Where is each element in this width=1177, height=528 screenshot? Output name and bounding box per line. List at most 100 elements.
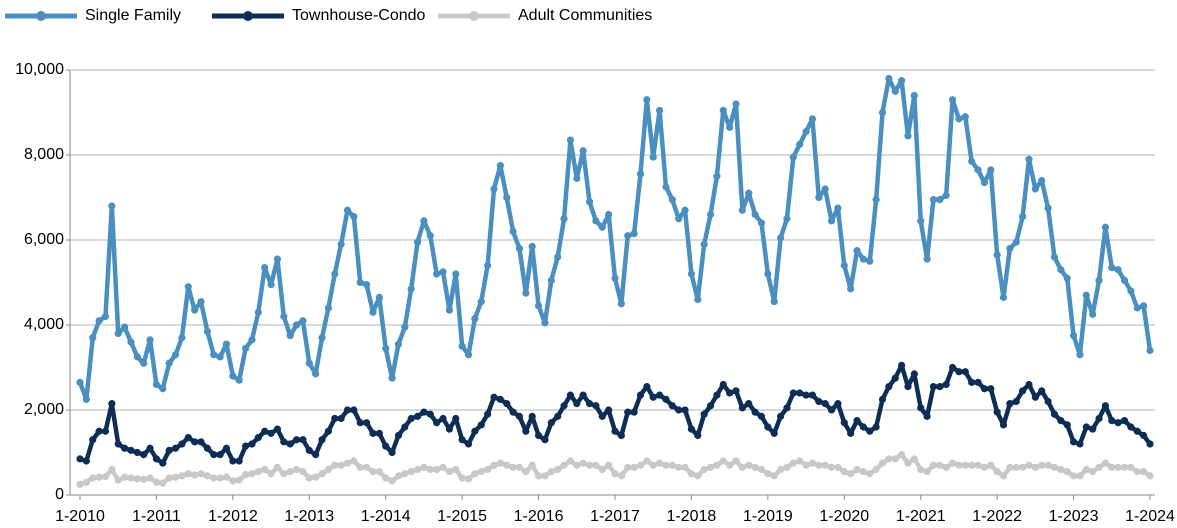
point [1146, 346, 1154, 355]
point [241, 471, 250, 479]
point [458, 474, 466, 482]
point [770, 429, 778, 437]
point [738, 463, 746, 471]
point [1006, 400, 1014, 408]
point [757, 465, 766, 474]
point [515, 244, 524, 253]
point [840, 468, 848, 476]
point [178, 472, 186, 480]
point [1006, 244, 1014, 253]
point [184, 434, 192, 442]
point [878, 459, 887, 467]
x-tick-label: 1-2021 [896, 508, 946, 525]
point [350, 213, 358, 221]
point [382, 442, 390, 450]
point [1069, 332, 1078, 340]
point [382, 474, 390, 482]
point [764, 470, 772, 478]
point [1063, 468, 1071, 476]
point [770, 472, 778, 480]
point [413, 238, 422, 246]
point [573, 461, 581, 469]
point [1146, 440, 1154, 448]
point [363, 463, 371, 471]
point [955, 461, 963, 469]
point [694, 295, 702, 304]
x-tick-label: 1-2012 [208, 508, 258, 525]
point [649, 153, 657, 161]
point [554, 412, 562, 420]
point [318, 436, 326, 444]
point [840, 261, 848, 270]
point [834, 204, 842, 212]
point [942, 380, 950, 389]
point [254, 434, 262, 442]
point [764, 423, 772, 431]
point [445, 425, 454, 433]
point [732, 100, 740, 108]
y-tick-label: 6,000 [24, 231, 64, 248]
point [197, 438, 205, 446]
point [273, 463, 282, 471]
point [917, 465, 925, 474]
point [82, 457, 90, 465]
point [1012, 463, 1020, 471]
point [776, 412, 785, 420]
point [955, 368, 963, 376]
point [292, 436, 301, 444]
point [305, 359, 313, 367]
point [216, 353, 224, 361]
point [910, 370, 918, 378]
point [611, 470, 619, 478]
point [942, 463, 950, 471]
point [1133, 427, 1141, 435]
point [484, 465, 492, 474]
point [407, 285, 415, 293]
point [624, 232, 632, 240]
point [528, 461, 536, 469]
point [159, 479, 167, 487]
x-tick-label: 1-2015 [437, 508, 487, 525]
x-tick-label: 1-2013 [284, 508, 334, 525]
point [1076, 472, 1084, 480]
point [503, 461, 511, 469]
point [726, 389, 734, 397]
point [509, 408, 517, 416]
point [636, 170, 645, 178]
point [407, 414, 415, 423]
point [515, 412, 524, 420]
point [917, 404, 925, 412]
point [318, 334, 326, 342]
point [853, 465, 861, 474]
legend-marker [243, 11, 253, 21]
point [1025, 155, 1033, 163]
point [114, 476, 122, 484]
series [76, 361, 1154, 467]
point [350, 457, 358, 465]
point [547, 276, 555, 284]
point [917, 217, 925, 225]
point [942, 191, 950, 199]
point [847, 429, 855, 437]
point [280, 312, 288, 321]
point [159, 459, 167, 467]
point [324, 427, 332, 435]
point [413, 412, 422, 420]
point [267, 470, 275, 478]
point [1127, 423, 1135, 431]
point [1127, 463, 1135, 471]
point [496, 459, 504, 467]
point [165, 474, 173, 482]
point [802, 391, 810, 399]
point [369, 429, 377, 437]
point [923, 255, 931, 263]
point [878, 108, 887, 117]
point [375, 468, 383, 476]
point [834, 400, 842, 408]
point [140, 451, 148, 459]
point [273, 425, 282, 433]
point [152, 380, 161, 389]
point [477, 298, 485, 306]
point [655, 106, 664, 114]
point [114, 440, 122, 448]
